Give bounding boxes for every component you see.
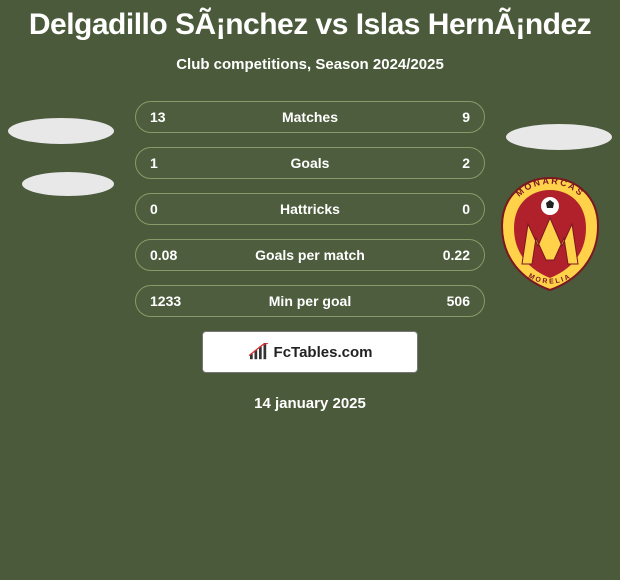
- stat-bar: 1Goals2: [135, 147, 485, 179]
- stat-value-left: 13: [150, 109, 190, 125]
- page-title: Delgadillo SÃ¡nchez vs Islas HernÃ¡ndez: [0, 8, 620, 42]
- stat-bar: 0Hattricks0: [135, 193, 485, 225]
- bar-chart-icon: [248, 343, 270, 361]
- stat-row: 1Goals2: [0, 147, 620, 179]
- stat-label: Hattricks: [190, 201, 430, 217]
- stat-value-left: 0.08: [150, 247, 190, 263]
- fctables-label: FcTables.com: [274, 344, 373, 361]
- stat-row: 1233Min per goal506: [0, 285, 620, 317]
- stats-section: 13Matches9 1Goals2 0Hattricks0 0.08Goals pe…: [0, 101, 620, 317]
- stat-bar: 0.08Goals per match0.22: [135, 239, 485, 271]
- stat-row: 0Hattricks0: [0, 193, 620, 225]
- stat-value-left: 1233: [150, 293, 190, 309]
- stat-label: Goals: [190, 155, 430, 171]
- stat-value-right: 0: [430, 201, 470, 217]
- stat-label: Min per goal: [190, 293, 430, 309]
- stat-value-right: 0.22: [430, 247, 470, 263]
- stat-value-left: 0: [150, 201, 190, 217]
- stat-value-right: 2: [430, 155, 470, 171]
- fctables-badge[interactable]: FcTables.com: [202, 331, 418, 373]
- stat-bar: 1233Min per goal506: [135, 285, 485, 317]
- stat-value-right: 9: [430, 109, 470, 125]
- stat-bar: 13Matches9: [135, 101, 485, 133]
- date-label: 14 january 2025: [0, 395, 620, 412]
- stat-row: 13Matches9: [0, 101, 620, 133]
- stat-value-right: 506: [430, 293, 470, 309]
- subtitle: Club competitions, Season 2024/2025: [0, 56, 620, 73]
- stat-label: Goals per match: [190, 247, 430, 263]
- stat-row: 0.08Goals per match0.22: [0, 239, 620, 271]
- stat-value-left: 1: [150, 155, 190, 171]
- stat-label: Matches: [190, 109, 430, 125]
